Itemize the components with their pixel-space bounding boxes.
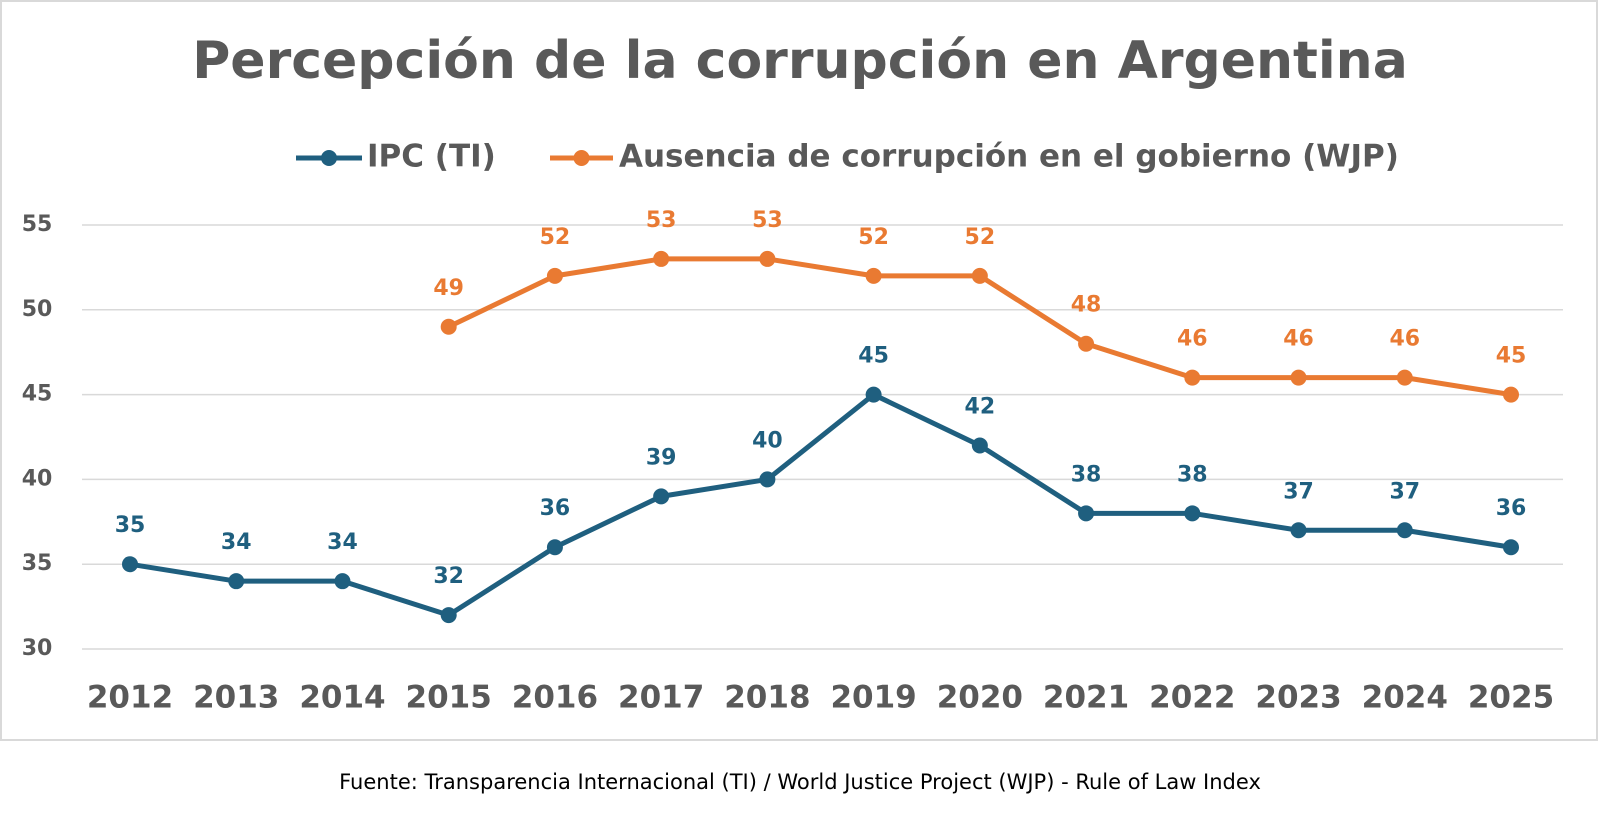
data-label: 36 — [540, 496, 571, 521]
data-point — [1078, 335, 1095, 352]
data-label: 36 — [1496, 496, 1527, 521]
y-tick-label: 40 — [22, 466, 53, 491]
data-point — [1396, 369, 1413, 386]
data-label: 34 — [221, 530, 252, 555]
data-point — [546, 267, 563, 284]
data-label: 40 — [752, 428, 783, 453]
y-tick-label: 55 — [22, 212, 53, 237]
data-point — [440, 607, 457, 624]
data-label: 46 — [1389, 327, 1420, 352]
data-label: 53 — [752, 208, 783, 233]
data-label: 46 — [1283, 327, 1314, 352]
data-point — [334, 573, 351, 590]
data-point — [971, 437, 988, 454]
data-point — [1078, 505, 1095, 522]
y-tick-label: 35 — [22, 551, 53, 576]
data-point — [653, 488, 670, 505]
data-label: 35 — [115, 513, 146, 538]
data-label: 32 — [433, 564, 464, 589]
x-tick-label: 2013 — [193, 680, 279, 716]
data-label: 53 — [646, 208, 677, 233]
x-tick-label: 2016 — [512, 680, 598, 716]
data-label: 52 — [540, 225, 571, 250]
data-label: 34 — [327, 530, 358, 555]
data-point — [759, 471, 776, 488]
y-tick-label: 30 — [22, 636, 53, 661]
data-point — [1290, 522, 1307, 539]
data-point — [1184, 505, 1201, 522]
data-label: 45 — [1496, 344, 1527, 369]
data-point — [1396, 522, 1413, 539]
data-label: 37 — [1283, 479, 1314, 504]
data-point — [865, 267, 882, 284]
x-tick-label: 2024 — [1362, 680, 1448, 716]
x-tick-label: 2021 — [1043, 680, 1129, 716]
x-tick-label: 2015 — [406, 680, 492, 716]
data-label: 39 — [646, 445, 677, 470]
legend-marker — [573, 150, 590, 166]
x-tick-label: 2012 — [87, 680, 173, 716]
data-point — [1184, 369, 1201, 386]
chart-border — [0, 0, 1598, 741]
data-point — [759, 250, 776, 267]
chart-title: Percepción de la corrupción en Argentina — [192, 31, 1408, 91]
x-tick-label: 2014 — [299, 680, 385, 716]
legend-label: Ausencia de corrupción en el gobierno (W… — [619, 139, 1399, 175]
x-tick-label: 2022 — [1149, 680, 1235, 716]
data-point — [228, 573, 245, 590]
data-point — [653, 250, 670, 267]
data-point — [122, 556, 138, 573]
data-label: 46 — [1177, 327, 1208, 352]
legend-marker — [321, 150, 337, 166]
x-tick-label: 2025 — [1468, 680, 1554, 716]
data-point — [1290, 369, 1307, 386]
data-label: 45 — [858, 344, 889, 369]
data-point — [971, 267, 988, 284]
data-label: 37 — [1389, 479, 1420, 504]
data-label: 38 — [1177, 462, 1208, 487]
source-note: Fuente: Transparencia Internacional (TI)… — [339, 770, 1261, 794]
y-tick-label: 50 — [22, 297, 53, 322]
x-tick-label: 2023 — [1255, 680, 1341, 716]
x-tick-label: 2019 — [830, 680, 916, 716]
y-tick-label: 45 — [22, 382, 53, 407]
data-point — [546, 539, 563, 556]
data-point — [1503, 386, 1519, 403]
data-label: 38 — [1071, 462, 1102, 487]
legend-label: IPC (TI) — [367, 139, 496, 175]
x-tick-label: 2020 — [937, 680, 1023, 716]
data-label: 52 — [965, 225, 996, 250]
data-label: 48 — [1071, 293, 1102, 318]
x-tick-label: 2018 — [724, 680, 810, 716]
data-point — [1503, 539, 1519, 556]
data-point — [865, 386, 882, 403]
data-label: 49 — [433, 276, 464, 301]
data-label: 42 — [965, 394, 996, 419]
data-label: 52 — [858, 225, 889, 250]
series-line — [129, 392, 1512, 618]
data-point — [440, 318, 457, 335]
x-tick-label: 2017 — [618, 680, 704, 716]
